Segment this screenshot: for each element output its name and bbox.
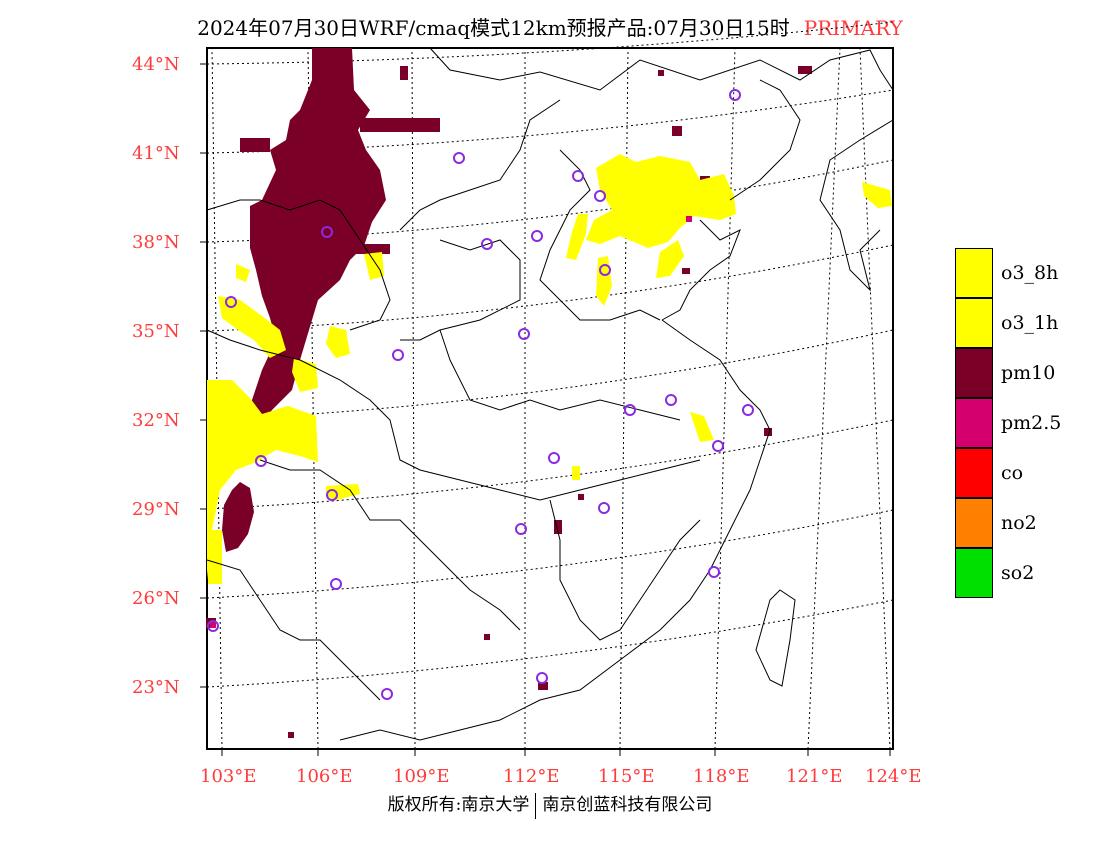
- title-text: 2024年07月30日WRF/cmaq模式12km预报产品:07月30日15时: [197, 16, 790, 40]
- inner-boundary-1: [206, 199, 391, 331]
- inner-boundary-3: [400, 239, 521, 341]
- station-marker: [594, 190, 606, 202]
- lon-label-103: 103°E: [200, 766, 257, 787]
- east-coast: [339, 319, 771, 741]
- station-marker: [665, 394, 677, 406]
- station-marker: [518, 328, 530, 340]
- legend-swatch: [955, 498, 993, 548]
- footer-divider: [535, 792, 537, 819]
- legend-label: pm10: [1001, 362, 1056, 384]
- inner-boundary-4: [539, 149, 661, 321]
- station-marker: [531, 230, 543, 242]
- lat-label-26: 26°N: [132, 588, 180, 609]
- inner-boundary-9: [206, 559, 381, 701]
- inner-boundary-8: [549, 499, 701, 641]
- legend-swatch: [955, 348, 993, 398]
- station-marker: [515, 523, 527, 535]
- legend-item-co: co: [955, 448, 1061, 498]
- ozone-area: [207, 154, 892, 584]
- station-marker: [392, 349, 404, 361]
- station-marker: [381, 688, 393, 700]
- legend-swatch: [955, 298, 993, 348]
- station-marker: [599, 264, 611, 276]
- lat-label-35: 35°N: [132, 321, 180, 342]
- legend-label: so2: [1001, 562, 1035, 584]
- legend-item-no2: no2: [955, 498, 1061, 548]
- station-marker: [742, 404, 754, 416]
- lon-label-115: 115°E: [598, 766, 655, 787]
- korea-peninsula: [819, 119, 894, 292]
- legend-swatch: [955, 398, 993, 448]
- lat-label-44: 44°N: [132, 54, 180, 75]
- station-marker: [536, 672, 548, 684]
- axis-ticks: [200, 63, 891, 756]
- station-marker: [572, 170, 584, 182]
- lon-line-118: [714, 47, 736, 750]
- station-marker: [729, 89, 741, 101]
- legend-item-pm10: pm10: [955, 348, 1061, 398]
- lon-label-109: 109°E: [393, 766, 450, 787]
- station-marker: [708, 566, 720, 578]
- inner-boundary-6: [206, 329, 701, 501]
- primary-tag: PRIMARY: [803, 16, 903, 40]
- station-marker: [225, 296, 237, 308]
- lon-label-106: 106°E: [296, 766, 353, 787]
- lat-label-32: 32°N: [132, 410, 180, 431]
- lon-line-106: [307, 47, 319, 750]
- lat-label-38: 38°N: [132, 232, 180, 253]
- station-marker: [330, 578, 342, 590]
- station-marker: [453, 152, 465, 164]
- legend-item-o3-8h: o3_8h: [955, 248, 1061, 298]
- legend-swatch: [955, 548, 993, 598]
- lat-label-41: 41°N: [132, 143, 180, 164]
- legend-swatch: [955, 248, 993, 298]
- station-marker: [326, 489, 338, 501]
- lon-label-124: 124°E: [865, 766, 922, 787]
- legend-label: co: [1001, 462, 1024, 484]
- legend-label: o3_1h: [1001, 312, 1059, 334]
- lon-label-118: 118°E: [693, 766, 750, 787]
- taiwan-outline: [755, 589, 796, 687]
- station-marker: [207, 620, 219, 632]
- station-marker: [624, 404, 636, 416]
- lat-label-29: 29°N: [132, 499, 180, 520]
- map-title: 2024年07月30日WRF/cmaq模式12km预报产品:07月30日15时 P…: [0, 12, 1100, 41]
- copyright-right: 南京创蓝科技有限公司: [542, 795, 713, 815]
- legend-label: pm2.5: [1001, 412, 1062, 434]
- stations: [207, 89, 754, 700]
- legend: o3_8h o3_1h pm10 pm2.5 co no2 so2: [955, 248, 1061, 598]
- station-marker: [255, 455, 267, 467]
- lat-line-41: [206, 89, 894, 154]
- lon-line-121: [807, 47, 841, 750]
- station-marker: [598, 502, 610, 514]
- station-marker: [712, 440, 724, 452]
- pm25-spots: [210, 216, 692, 628]
- shandong-coast: [661, 219, 741, 321]
- legend-label: o3_8h: [1001, 262, 1059, 284]
- copyright-left: 版权所有:南京大学: [387, 795, 530, 815]
- lon-line-115: [619, 47, 629, 750]
- legend-item-so2: so2: [955, 548, 1061, 598]
- station-marker: [548, 452, 560, 464]
- legend-swatch: [955, 448, 993, 498]
- lon-label-121: 121°E: [786, 766, 843, 787]
- inner-boundary-7: [259, 459, 521, 631]
- lon-line-124: [859, 47, 891, 750]
- inner-boundary-2: [399, 99, 561, 231]
- legend-label: no2: [1001, 512, 1037, 534]
- lat-label-23: 23°N: [132, 677, 180, 698]
- liaoning-boundary: [729, 79, 801, 201]
- boundaries: [206, 47, 894, 741]
- legend-item-o3-1h: o3_1h: [955, 298, 1061, 348]
- lon-label-112: 112°E: [503, 766, 560, 787]
- legend-item-pm25: pm2.5: [955, 398, 1061, 448]
- station-marker: [481, 238, 493, 250]
- northern-border: [429, 47, 894, 91]
- station-marker: [321, 226, 333, 238]
- lon-line-109: [411, 47, 416, 750]
- copyright-footer: 版权所有:南京大学 南京创蓝科技有限公司: [0, 790, 1100, 819]
